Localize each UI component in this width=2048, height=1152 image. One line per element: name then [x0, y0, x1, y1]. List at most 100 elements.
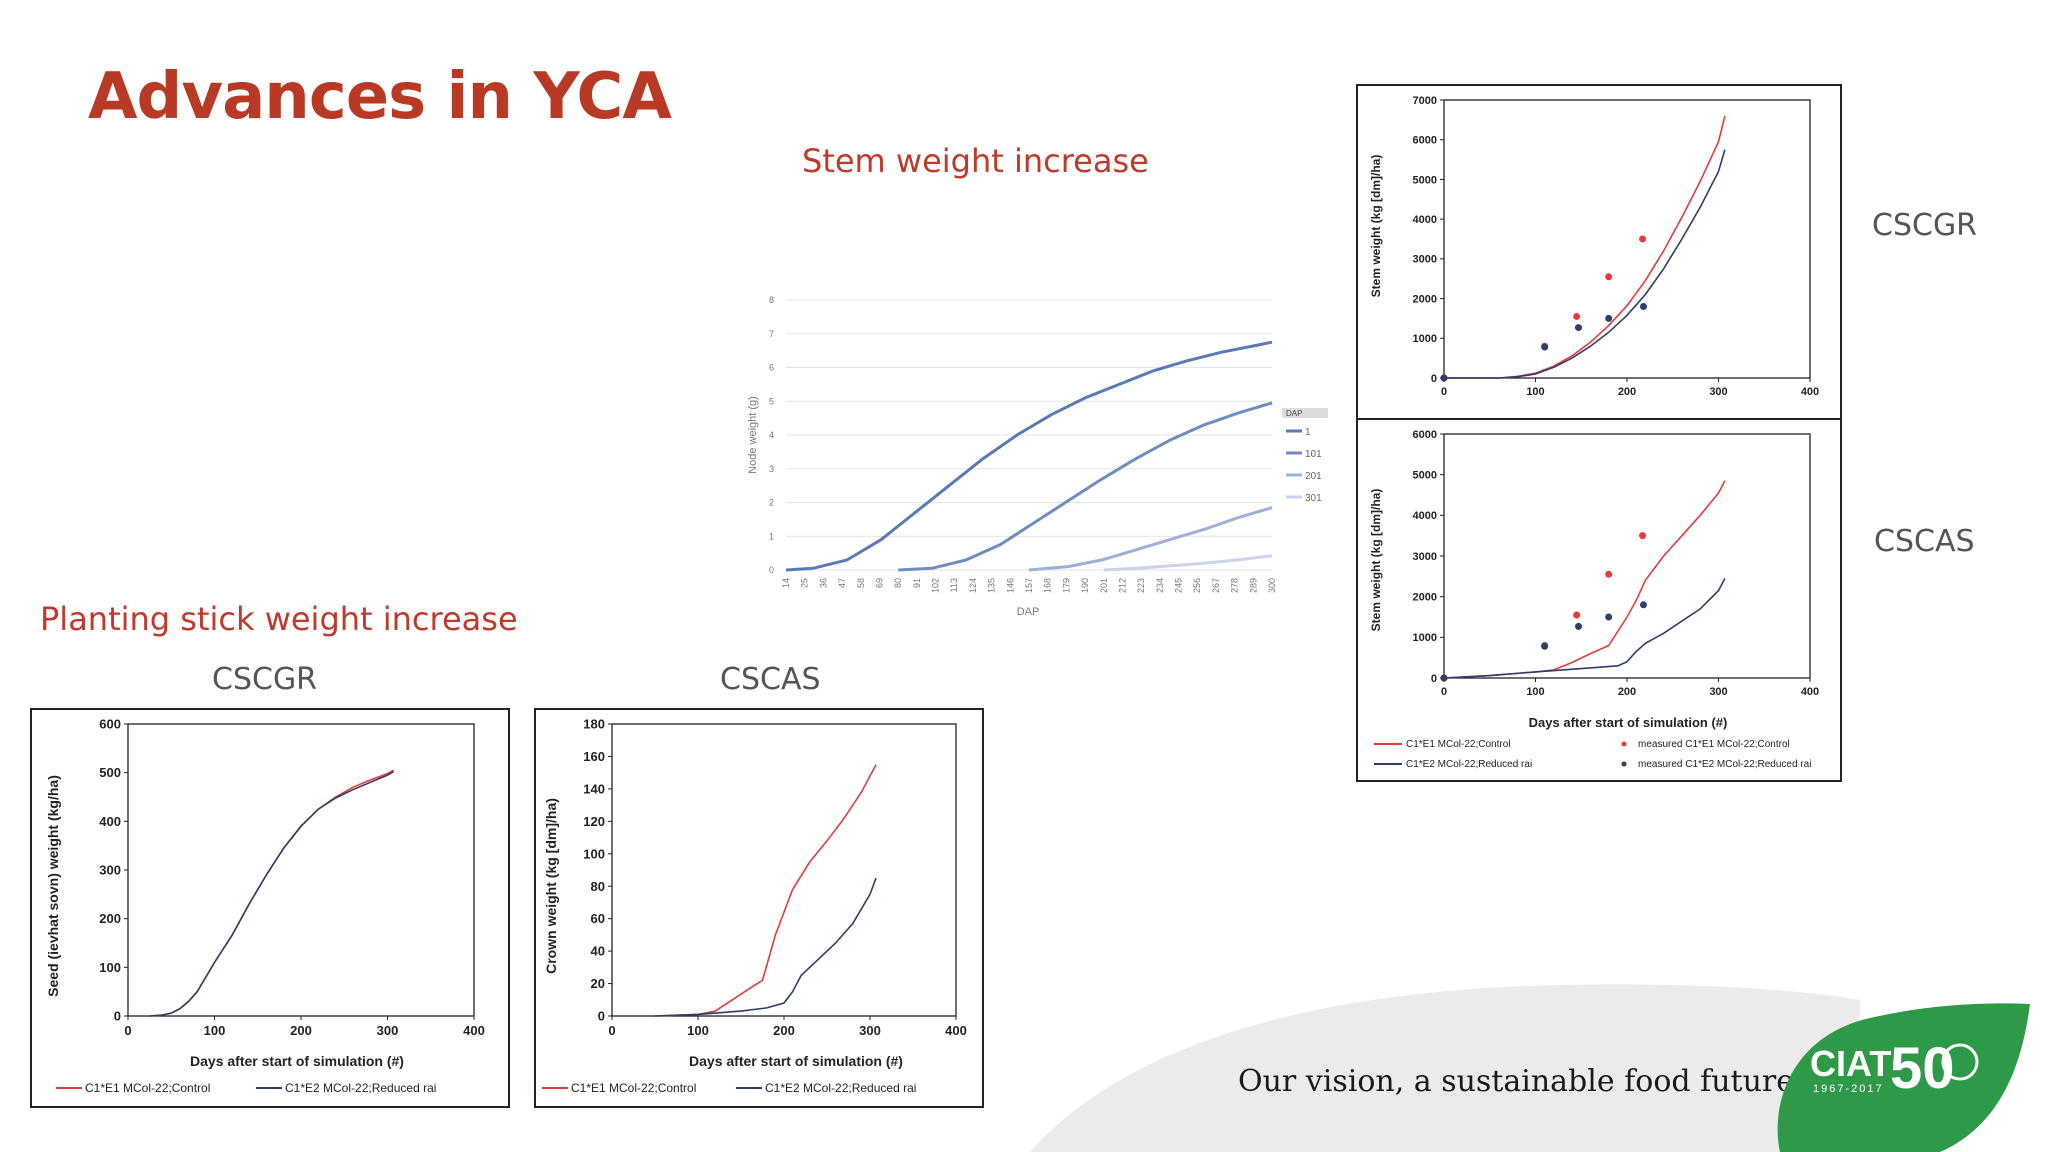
x-tick-label: 200 [1618, 386, 1636, 398]
x-tick-label: 0 [608, 1023, 615, 1038]
y-tick-label: 500 [99, 765, 121, 780]
x-tick-label: 0 [1441, 386, 1447, 398]
tagline: Our vision, a sustainable food future [1238, 1064, 1795, 1099]
data-point [1605, 613, 1613, 621]
y-tick-label: 200 [99, 911, 121, 926]
x-tick-label: 212 [1117, 578, 1127, 593]
stem-weight-heading: Stem weight increase [802, 142, 1149, 180]
logo-text: CIAT [1810, 1043, 1891, 1084]
y-tick-label: 0 [1431, 373, 1437, 385]
x-tick-label: 200 [773, 1023, 795, 1038]
x-tick-label: 100 [687, 1023, 709, 1038]
data-point [1573, 312, 1581, 320]
plot-frame [127, 723, 475, 1017]
y-tick-label: 80 [591, 879, 605, 894]
data-point [1440, 374, 1448, 382]
x-tick-label: 124 [968, 578, 978, 593]
legend-item: C1*E1 MCol-22;Control [1406, 739, 1511, 750]
x-tick-label: 47 [837, 578, 847, 588]
y-tick-label: 60 [591, 911, 605, 926]
seed-ylabel: Seed (ievhat sovn) weight (kg/ha) [45, 775, 61, 997]
series-line [1028, 506, 1273, 572]
series-line [149, 771, 394, 1017]
y-tick-label: 2 [769, 498, 774, 508]
y-tick-label: 1000 [1413, 333, 1437, 345]
stem-cscgr-ylabel: Stem weight (kg [dm]/ha) [1369, 155, 1383, 298]
plot-frame [1443, 433, 1811, 679]
y-tick-label: 120 [583, 814, 605, 829]
crown-cscas-chart: 0 100 200 300 400 0 20 40 60 80 100 120 140 160 180 Cr… [542, 717, 967, 1095]
node-weight-xlabel: DAP [1017, 606, 1040, 618]
y-tick-label: 3 [769, 464, 774, 474]
x-tick-label: 400 [945, 1023, 967, 1038]
series-line [1444, 149, 1726, 379]
x-tick-label: 157 [1024, 578, 1034, 593]
crown-cscas-panel [534, 708, 984, 1108]
crown-ylabel: Crown weight (kg [dm]/ha) [543, 798, 559, 974]
x-tick-label: 100 [204, 1023, 226, 1038]
series-line [654, 764, 877, 1017]
cscas-label-small: CSCAS [720, 662, 821, 697]
y-tick-label: 600 [99, 717, 121, 732]
y-tick-label: 2000 [1413, 293, 1437, 305]
data-point [1440, 674, 1448, 682]
x-tick-label: 0 [124, 1023, 131, 1038]
x-tick-label: 25 [800, 578, 810, 588]
data-point [1639, 601, 1647, 609]
x-tick-label: 267 [1211, 578, 1221, 593]
ciat-logo: CIAT 50 1967-2017 [1777, 1003, 2030, 1152]
x-tick-label: 36 [818, 578, 828, 588]
leaf-shape [1777, 1003, 2030, 1152]
y-tick-label: 4000 [1413, 214, 1437, 226]
x-tick-label: 400 [1801, 386, 1819, 398]
y-tick-label: 0 [598, 1009, 605, 1024]
y-tick-label: 6 [769, 363, 774, 373]
data-point [1605, 273, 1613, 281]
stem-cscas-ylabel: Stem weight (kg [dm]/ha) [1369, 489, 1383, 632]
stem-cscgr-panel [1356, 84, 1842, 422]
legend-label: 301 [1305, 493, 1322, 504]
x-tick-label: 69 [874, 578, 884, 588]
data-point [1541, 343, 1549, 351]
legend-label: 1 [1305, 427, 1311, 438]
x-tick-label: 289 [1248, 578, 1258, 593]
y-tick-label: 0 [769, 565, 774, 575]
node-weight-legend: DAP 1 101 201 301 [1282, 408, 1328, 504]
series-line [654, 877, 877, 1017]
x-tick-label: 278 [1230, 578, 1240, 593]
legend-item: C1*E1 MCol-22;Control [571, 1081, 696, 1095]
y-tick-label: 400 [99, 814, 121, 829]
y-tick-label: 5 [769, 396, 774, 406]
x-tick-label: 0 [1441, 686, 1447, 698]
slide-title: Advances in YCA [88, 60, 672, 134]
x-tick-label: 200 [1618, 686, 1636, 698]
stem-cscas-legend: C1*E1 MCol-22;Control measured C1*E1 MCo… [1374, 739, 1811, 770]
y-tick-label: 180 [583, 717, 605, 732]
cscgr-label-right: CSCGR [1872, 208, 1978, 243]
x-tick-label: 300 [1709, 686, 1727, 698]
y-tick-label: 0 [114, 1009, 121, 1024]
cscas-label-right: CSCAS [1874, 524, 1975, 559]
data-point [1575, 622, 1583, 630]
data-point [1639, 303, 1647, 311]
y-tick-label: 100 [99, 960, 121, 975]
x-tick-label: 400 [463, 1023, 485, 1038]
x-tick-label: 234 [1155, 578, 1165, 593]
seed-cscgr-panel [30, 708, 510, 1108]
y-tick-label: 7 [769, 329, 774, 339]
seed-legend: C1*E1 MCol-22;Control C1*E2 MCol-22;Redu… [56, 1081, 436, 1095]
series-line [785, 340, 1273, 572]
y-tick-label: 1000 [1413, 632, 1437, 644]
x-tick-label: 300 [377, 1023, 399, 1038]
x-tick-label: 300 [1709, 386, 1727, 398]
series-line [1103, 554, 1273, 572]
x-tick-label: 190 [1080, 578, 1090, 593]
legend-label: 201 [1305, 471, 1322, 482]
x-tick-label: 91 [912, 578, 922, 588]
data-point [1575, 324, 1583, 332]
series-line [149, 769, 394, 1017]
series-line [1444, 115, 1726, 379]
plot-frame [611, 723, 957, 1017]
